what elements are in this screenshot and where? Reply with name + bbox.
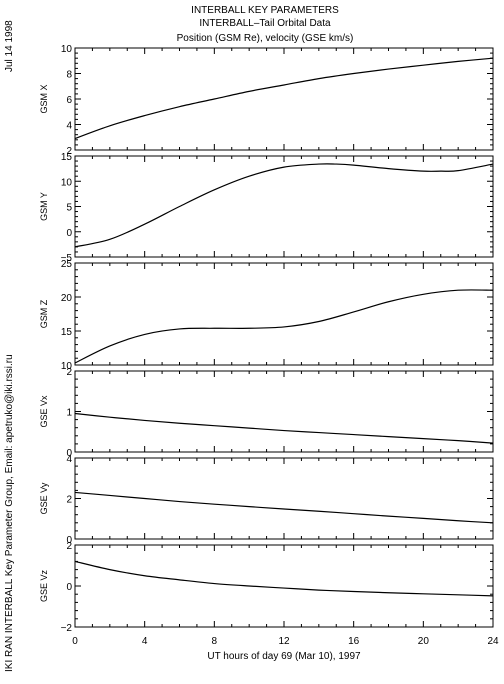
- chart-description: Position (GSM Re), velocity (GSE km/s): [177, 33, 354, 44]
- x-tick-label: 4: [142, 636, 148, 647]
- panel-frame: [74, 47, 494, 151]
- panel-1: 2 4 6 8 10 GSM X: [39, 44, 494, 157]
- y-tick-label: −2: [61, 623, 73, 634]
- y-tick-label: 2: [66, 495, 72, 506]
- y-tick-label: −5: [61, 253, 73, 264]
- y-tick-label: 0: [66, 448, 72, 459]
- y-tick-label: 2: [66, 146, 72, 157]
- chart-title: INTERBALL KEY PARAMETERS: [191, 5, 339, 16]
- y-tick-label: 4: [66, 454, 72, 465]
- y-axis-label: GSM Z: [39, 299, 49, 328]
- y-tick-label: 6: [66, 95, 72, 106]
- y-tick-label: 8: [66, 70, 72, 81]
- x-tick-label: 20: [418, 636, 430, 647]
- panel-5: 0 2 4 GSE Vy: [39, 454, 494, 546]
- y-tick-label: 0: [66, 228, 72, 239]
- chart-subtitle: INTERBALL–Tail Orbital Data: [199, 18, 331, 29]
- panel-frame: [74, 544, 494, 628]
- series-line: [74, 163, 494, 248]
- y-tick-label: 0: [66, 582, 72, 593]
- y-tick-label: 10: [61, 44, 73, 55]
- series-line: [74, 57, 494, 140]
- y-tick-label: 4: [66, 121, 72, 132]
- y-axis-label: GSM Y: [39, 192, 49, 221]
- x-tick-label: 24: [487, 636, 499, 647]
- y-tick-label: 10: [61, 177, 73, 188]
- x-axis: 0 4 8 12 16 20 24: [72, 636, 499, 647]
- y-tick-label: 2: [66, 541, 72, 552]
- y-axis-label: GSE Vx: [39, 395, 49, 428]
- panel-6: −2 0 2 GSE Vz: [39, 541, 494, 634]
- x-tick-label: 12: [278, 636, 290, 647]
- y-tick-label: 25: [61, 259, 73, 270]
- y-axis-label: GSE Vz: [39, 569, 49, 602]
- panel-frame: [74, 457, 494, 540]
- x-tick-label: 16: [348, 636, 360, 647]
- y-tick-label: 20: [61, 293, 73, 304]
- series-line: [74, 289, 494, 364]
- y-axis-label: GSM X: [39, 84, 49, 113]
- y-tick-label: 0: [66, 535, 72, 546]
- x-tick-label: 0: [72, 636, 78, 647]
- y-tick-label: 10: [61, 361, 73, 372]
- panel-2: −5 0 5 10 15 GSM Y: [39, 152, 494, 264]
- x-axis-label: UT hours of day 69 (Mar 10), 1997: [207, 651, 361, 662]
- y-tick-label: 15: [61, 327, 73, 338]
- panel-frame: [74, 370, 494, 453]
- panel-3: 10 15 20 25 GSM Z: [39, 259, 494, 372]
- y-tick-label: 5: [66, 203, 72, 214]
- credit-label: IKI RAN INTERBALL Key Parameter Group, E…: [4, 354, 15, 672]
- y-tick-label: 15: [61, 152, 73, 163]
- x-tick-label: 8: [212, 636, 218, 647]
- y-tick-label: 1: [66, 408, 72, 419]
- series-line: [74, 412, 494, 444]
- series-line: [74, 560, 494, 597]
- series-line: [74, 491, 494, 524]
- panel-frame: [74, 262, 494, 366]
- y-tick-label: 2: [66, 367, 72, 378]
- date-label: Jul 14 1998: [4, 20, 15, 72]
- y-axis-label: GSE Vy: [39, 482, 49, 514]
- title-block: INTERBALL KEY PARAMETERS INTERBALL–Tail …: [177, 5, 354, 44]
- panel-4: 0 1 2 GSE Vx: [39, 367, 494, 459]
